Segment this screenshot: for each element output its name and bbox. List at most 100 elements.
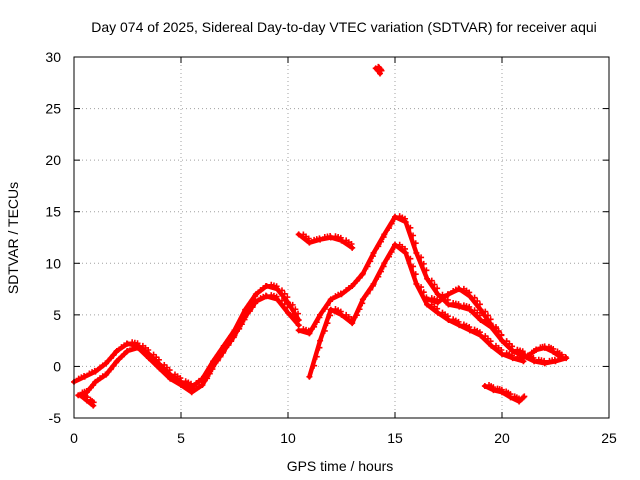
data-point	[410, 263, 417, 270]
data-point	[477, 306, 484, 313]
series-track-j	[372, 63, 385, 77]
data-point	[317, 337, 324, 344]
data-point	[92, 378, 99, 385]
tick-labels: 0 5 10 15 20 25 -5 0 5 10 15 20 25 30	[45, 49, 617, 446]
data-point	[231, 332, 238, 339]
series-track-f	[295, 231, 356, 251]
data-point	[306, 330, 313, 337]
data-point	[471, 294, 478, 301]
data-point	[541, 344, 548, 351]
data-point	[434, 285, 441, 292]
data-point	[402, 249, 409, 256]
series-track-i	[524, 343, 565, 362]
data-point	[434, 299, 441, 306]
data-point	[249, 304, 256, 311]
data-point	[424, 296, 431, 303]
data-point	[281, 301, 288, 308]
y-axis-label: SDTVAR / TECUs	[5, 182, 21, 294]
data-point	[377, 268, 384, 275]
data-point	[317, 311, 324, 318]
data-point	[495, 327, 502, 334]
data-point	[107, 366, 114, 373]
y-tick-label: 0	[53, 358, 61, 374]
data-point	[124, 347, 131, 354]
data-point	[324, 320, 331, 327]
data-point	[284, 304, 291, 311]
data-point	[321, 305, 328, 312]
x-tick-label: 10	[280, 430, 296, 446]
data-point	[524, 353, 531, 360]
data-point	[278, 287, 285, 294]
data-point	[311, 323, 318, 330]
data-point	[107, 355, 114, 362]
data-point	[377, 238, 384, 245]
data-point	[316, 344, 323, 351]
data-point	[246, 308, 253, 315]
y-tick-label: 30	[45, 49, 61, 65]
y-tick-label: -5	[49, 410, 62, 426]
y-tick-label: 20	[45, 152, 61, 168]
data-point	[541, 360, 548, 367]
data-point	[306, 239, 313, 246]
data-point	[412, 271, 419, 278]
data-point	[278, 297, 285, 304]
data-point	[356, 306, 363, 313]
data-point	[225, 342, 232, 349]
series-track-b	[75, 292, 302, 399]
data-point	[521, 393, 528, 400]
data-point	[385, 253, 392, 260]
x-tick-label: 5	[177, 430, 185, 446]
x-tick-label: 15	[387, 430, 403, 446]
data-point	[238, 321, 245, 328]
data-point	[353, 277, 360, 284]
data-point	[388, 249, 395, 256]
data-point	[413, 280, 420, 287]
data-point	[490, 387, 497, 394]
data-point	[295, 310, 302, 317]
data-point	[412, 240, 419, 247]
data-point	[274, 296, 281, 303]
data-point	[206, 370, 213, 377]
data-point	[499, 351, 505, 358]
data-point	[418, 284, 425, 291]
data-point	[324, 302, 331, 309]
data-point	[385, 225, 392, 232]
data-point	[370, 280, 377, 287]
data-point	[252, 298, 259, 305]
data-point	[327, 312, 334, 319]
data-point	[520, 394, 527, 401]
data-point	[487, 316, 494, 323]
data-point	[456, 303, 463, 310]
data-point	[242, 306, 249, 313]
data-point	[295, 327, 302, 334]
data-point	[349, 244, 356, 251]
data-point	[407, 255, 414, 262]
data-point	[349, 282, 356, 289]
data-point	[431, 281, 438, 288]
data-point	[481, 383, 488, 390]
plot-area	[71, 63, 570, 409]
data-point	[306, 373, 313, 380]
data-point	[204, 375, 211, 382]
data-point	[507, 394, 514, 401]
data-point	[509, 355, 516, 362]
data-point	[377, 70, 384, 77]
x-tick-label: 25	[601, 430, 617, 446]
data-point	[375, 243, 382, 250]
y-tick-label: 15	[45, 204, 61, 220]
data-point	[295, 322, 302, 329]
data-point	[311, 362, 318, 369]
data-point	[292, 306, 299, 313]
data-point	[488, 322, 495, 329]
data-point	[498, 331, 505, 338]
data-point	[103, 371, 110, 378]
data-point	[349, 320, 356, 327]
data-point	[220, 347, 227, 354]
data-point	[263, 282, 270, 289]
series-track-d	[295, 213, 527, 358]
data-point	[413, 249, 420, 256]
data-point	[284, 294, 291, 301]
data-point	[353, 312, 360, 319]
data-point	[364, 263, 371, 270]
